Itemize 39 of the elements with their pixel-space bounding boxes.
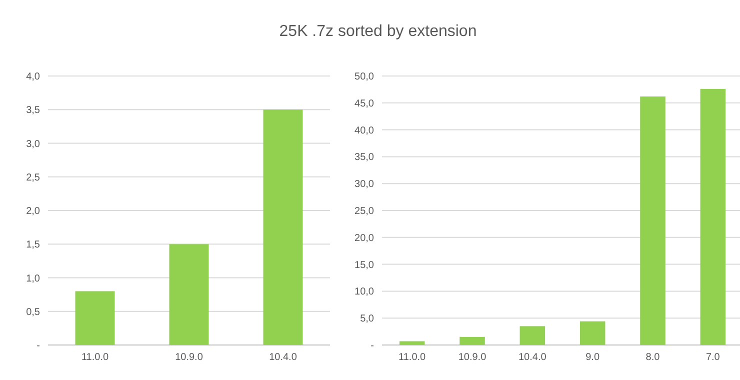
y-tick-label: 3,5: [26, 105, 40, 116]
y-tick-label: 40,0: [354, 125, 374, 136]
x-tick-label: 8.0: [646, 352, 660, 363]
text: 25K .7z sorted by extension: [279, 23, 477, 40]
bar: [263, 110, 303, 345]
y-tick-label: 1,5: [26, 240, 40, 251]
y-tick-label: 1,0: [26, 273, 40, 284]
y-tick-label: 10,0: [354, 286, 374, 298]
x-tick-label: 11.0.0: [81, 352, 109, 363]
y-tick-label: 3,0: [26, 138, 40, 150]
y-tick-label: 5,0: [360, 314, 374, 325]
x-tick-label: 7.0: [706, 352, 720, 363]
y-tick-label: 2,5: [26, 172, 40, 184]
bar: [700, 88, 726, 345]
bar: [399, 341, 425, 345]
y-tick-label: -: [370, 340, 374, 352]
bar: [520, 326, 546, 345]
x-tick-label: 10.4.0: [269, 352, 298, 363]
bar: [580, 321, 606, 345]
y-tick-label: 0,5: [26, 306, 40, 318]
x-tick-label: 11.0.0: [398, 352, 426, 363]
y-tick-label: 20,0: [354, 232, 374, 244]
y-tick-label: 2,0: [26, 206, 40, 217]
y-tick-label: 45,0: [354, 98, 374, 110]
x-tick-label: 10.9.0: [175, 352, 204, 363]
y-tick-label: -: [36, 340, 40, 352]
y-tick-label: 50,0: [354, 72, 374, 82]
y-tick-label: 30,0: [354, 179, 374, 190]
x-tick-label: 10.9.0: [458, 352, 487, 363]
bar: [169, 244, 209, 345]
y-tick-label: 15,0: [354, 260, 374, 271]
y-tick-label: 4,0: [26, 72, 40, 82]
x-tick-label: 10.4.0: [518, 352, 547, 363]
y-tick-label: 25,0: [354, 206, 374, 217]
bar: [75, 291, 115, 345]
bar: [640, 96, 666, 345]
bar: [460, 336, 485, 345]
x-tick-label: 9.0: [586, 352, 600, 363]
y-tick-label: 35,0: [354, 152, 374, 164]
